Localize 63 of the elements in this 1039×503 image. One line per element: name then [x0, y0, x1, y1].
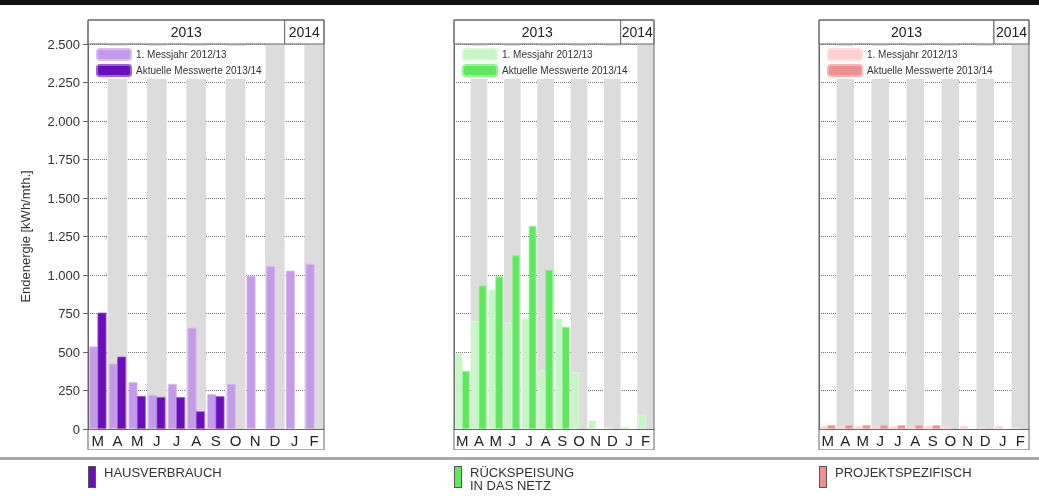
text: 2014: [288, 24, 321, 40]
legend-label: Aktuelle Messwerte 2013/14: [867, 65, 994, 76]
x-tick-label: N: [249, 432, 261, 449]
x-tick-label: M: [456, 432, 469, 449]
y-tick-label: 2.500: [47, 36, 80, 52]
x-tick-label: N: [590, 432, 602, 449]
y-tick-label: 2.000: [47, 113, 80, 129]
x-tick-label: S: [557, 432, 568, 449]
text: 2014: [995, 24, 1028, 40]
x-tick-label: J: [172, 432, 181, 449]
x-tick-label: F: [1015, 432, 1025, 449]
x-tick-label: J: [525, 432, 533, 449]
x-tick-label: O: [944, 432, 957, 449]
x-tick-label: S: [927, 432, 938, 449]
text: HAUSVERBRAUCH: [104, 465, 222, 480]
text: 2014: [621, 24, 654, 40]
y-axis-title: Endenergie [kWh/mth.]: [18, 170, 33, 303]
x-tick-label: M: [856, 432, 869, 449]
x-tick-label: J: [290, 432, 299, 449]
x-tick-label: M: [489, 432, 502, 449]
x-tick-label: F: [309, 432, 319, 449]
legend-label: 1. Messjahr 2012/13: [867, 49, 959, 60]
y-tick-label: 750: [58, 306, 80, 321]
y-tick-label: 1.750: [47, 152, 80, 167]
legend-label: 1. Messjahr 2012/13: [136, 49, 228, 60]
x-tick-label: M: [91, 432, 105, 449]
x-tick-label: M: [130, 432, 144, 449]
x-tick-label: N: [962, 432, 974, 449]
text: 2013: [170, 24, 203, 40]
x-tick-label: J: [625, 432, 633, 449]
legend-label: 1. Messjahr 2012/13: [502, 49, 594, 60]
x-tick-label: A: [910, 432, 921, 449]
x-tick-label: J: [894, 432, 902, 449]
legend-label: Aktuelle Messwerte 2013/14: [136, 65, 263, 76]
y-tick-label: 0: [72, 421, 80, 437]
x-tick-label: O: [573, 432, 585, 449]
x-tick-label: J: [876, 432, 884, 449]
y-tick-label: 500: [58, 344, 80, 360]
x-tick-label: A: [473, 432, 485, 449]
text: PROJEKTSPEZIFISCH: [835, 465, 972, 480]
y-tick-label: 1.000: [47, 267, 80, 283]
text: 2013: [521, 24, 554, 40]
x-tick-label: J: [999, 432, 1007, 449]
y-tick-label: 1.250: [47, 229, 80, 244]
x-tick-label: A: [112, 432, 123, 449]
text: 2013: [890, 24, 923, 40]
x-tick-label: F: [641, 432, 651, 449]
x-tick-label: D: [606, 432, 618, 449]
x-tick-label: M: [821, 432, 834, 449]
x-tick-label: A: [191, 432, 202, 449]
x-tick-label: J: [508, 432, 517, 449]
x-tick-label: S: [210, 432, 221, 449]
legend-label: Aktuelle Messwerte 2013/14: [502, 65, 629, 76]
x-tick-label: A: [540, 432, 551, 449]
x-tick-label: D: [269, 432, 281, 449]
x-tick-label: A: [840, 432, 851, 449]
x-tick-label: J: [153, 432, 161, 449]
text: RÜCKSPEISUNG IN DAS NETZ: [470, 465, 576, 493]
x-tick-label: O: [229, 432, 242, 449]
y-tick-label: 250: [58, 383, 80, 398]
y-tick-label: 2.250: [47, 75, 80, 90]
x-tick-label: D: [979, 432, 991, 449]
y-tick-label: 1.500: [47, 190, 80, 206]
